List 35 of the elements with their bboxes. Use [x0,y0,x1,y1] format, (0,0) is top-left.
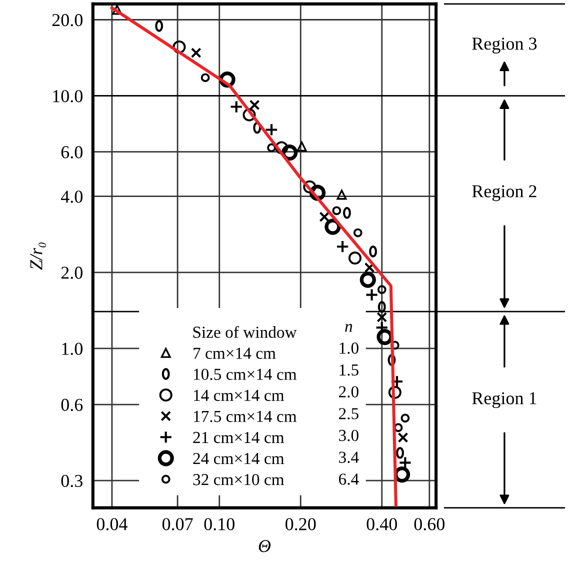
legend-title: Size of window [193,326,297,338]
text: Region 2 [472,185,536,202]
x-tick-label: 0.07 [162,518,193,530]
y-tick-label: 6.0 [61,146,82,158]
y-tick-label: 10.0 [53,90,82,102]
legend-label: 14 cm×14 cm [194,390,284,402]
legend-label: 7 cm×14 cm [194,348,276,359]
legend-label: 24 cm×14 cm [193,452,284,464]
y-tick-label: 4.0 [60,190,82,203]
y-tick-label: 20.0 [52,14,82,26]
legend-label: 10.5 cm×14 cm [194,368,297,380]
annotation: n [345,324,352,332]
text: Region 1 [472,392,536,408]
x-tick-label: 0.60 [414,518,445,530]
y-axis-title: Z/r₀ [30,242,46,270]
y-tick-label: 2.0 [61,266,82,279]
x-tick-label: 0.20 [286,518,316,530]
annotation: 6.4 [338,474,359,485]
annotation: 3.4 [339,452,359,464]
y-tick-label: 0.6 [61,398,83,412]
annotation: 2.5 [339,408,358,420]
annotation: 2.0 [339,386,358,398]
annotation: 3.0 [339,430,358,442]
y-tick-label: 0.3 [61,474,82,488]
y-tick-label: 1.0 [62,342,82,355]
legend-label: 17.5 cm×14 cm [194,410,297,422]
x-tick-label: 0.10 [204,518,234,530]
legend-label: 21 cm×14 cm [193,432,284,444]
legend-label: 32 cm×10 cm [193,474,284,486]
x-axis-title: Θ [258,540,271,552]
annotation: 1.0 [340,342,358,354]
x-tick-label: 0.40 [366,518,397,530]
x-tick-label: 0.04 [96,518,128,530]
text: Region 3 [472,38,537,54]
annotation: 1.5 [340,364,358,376]
